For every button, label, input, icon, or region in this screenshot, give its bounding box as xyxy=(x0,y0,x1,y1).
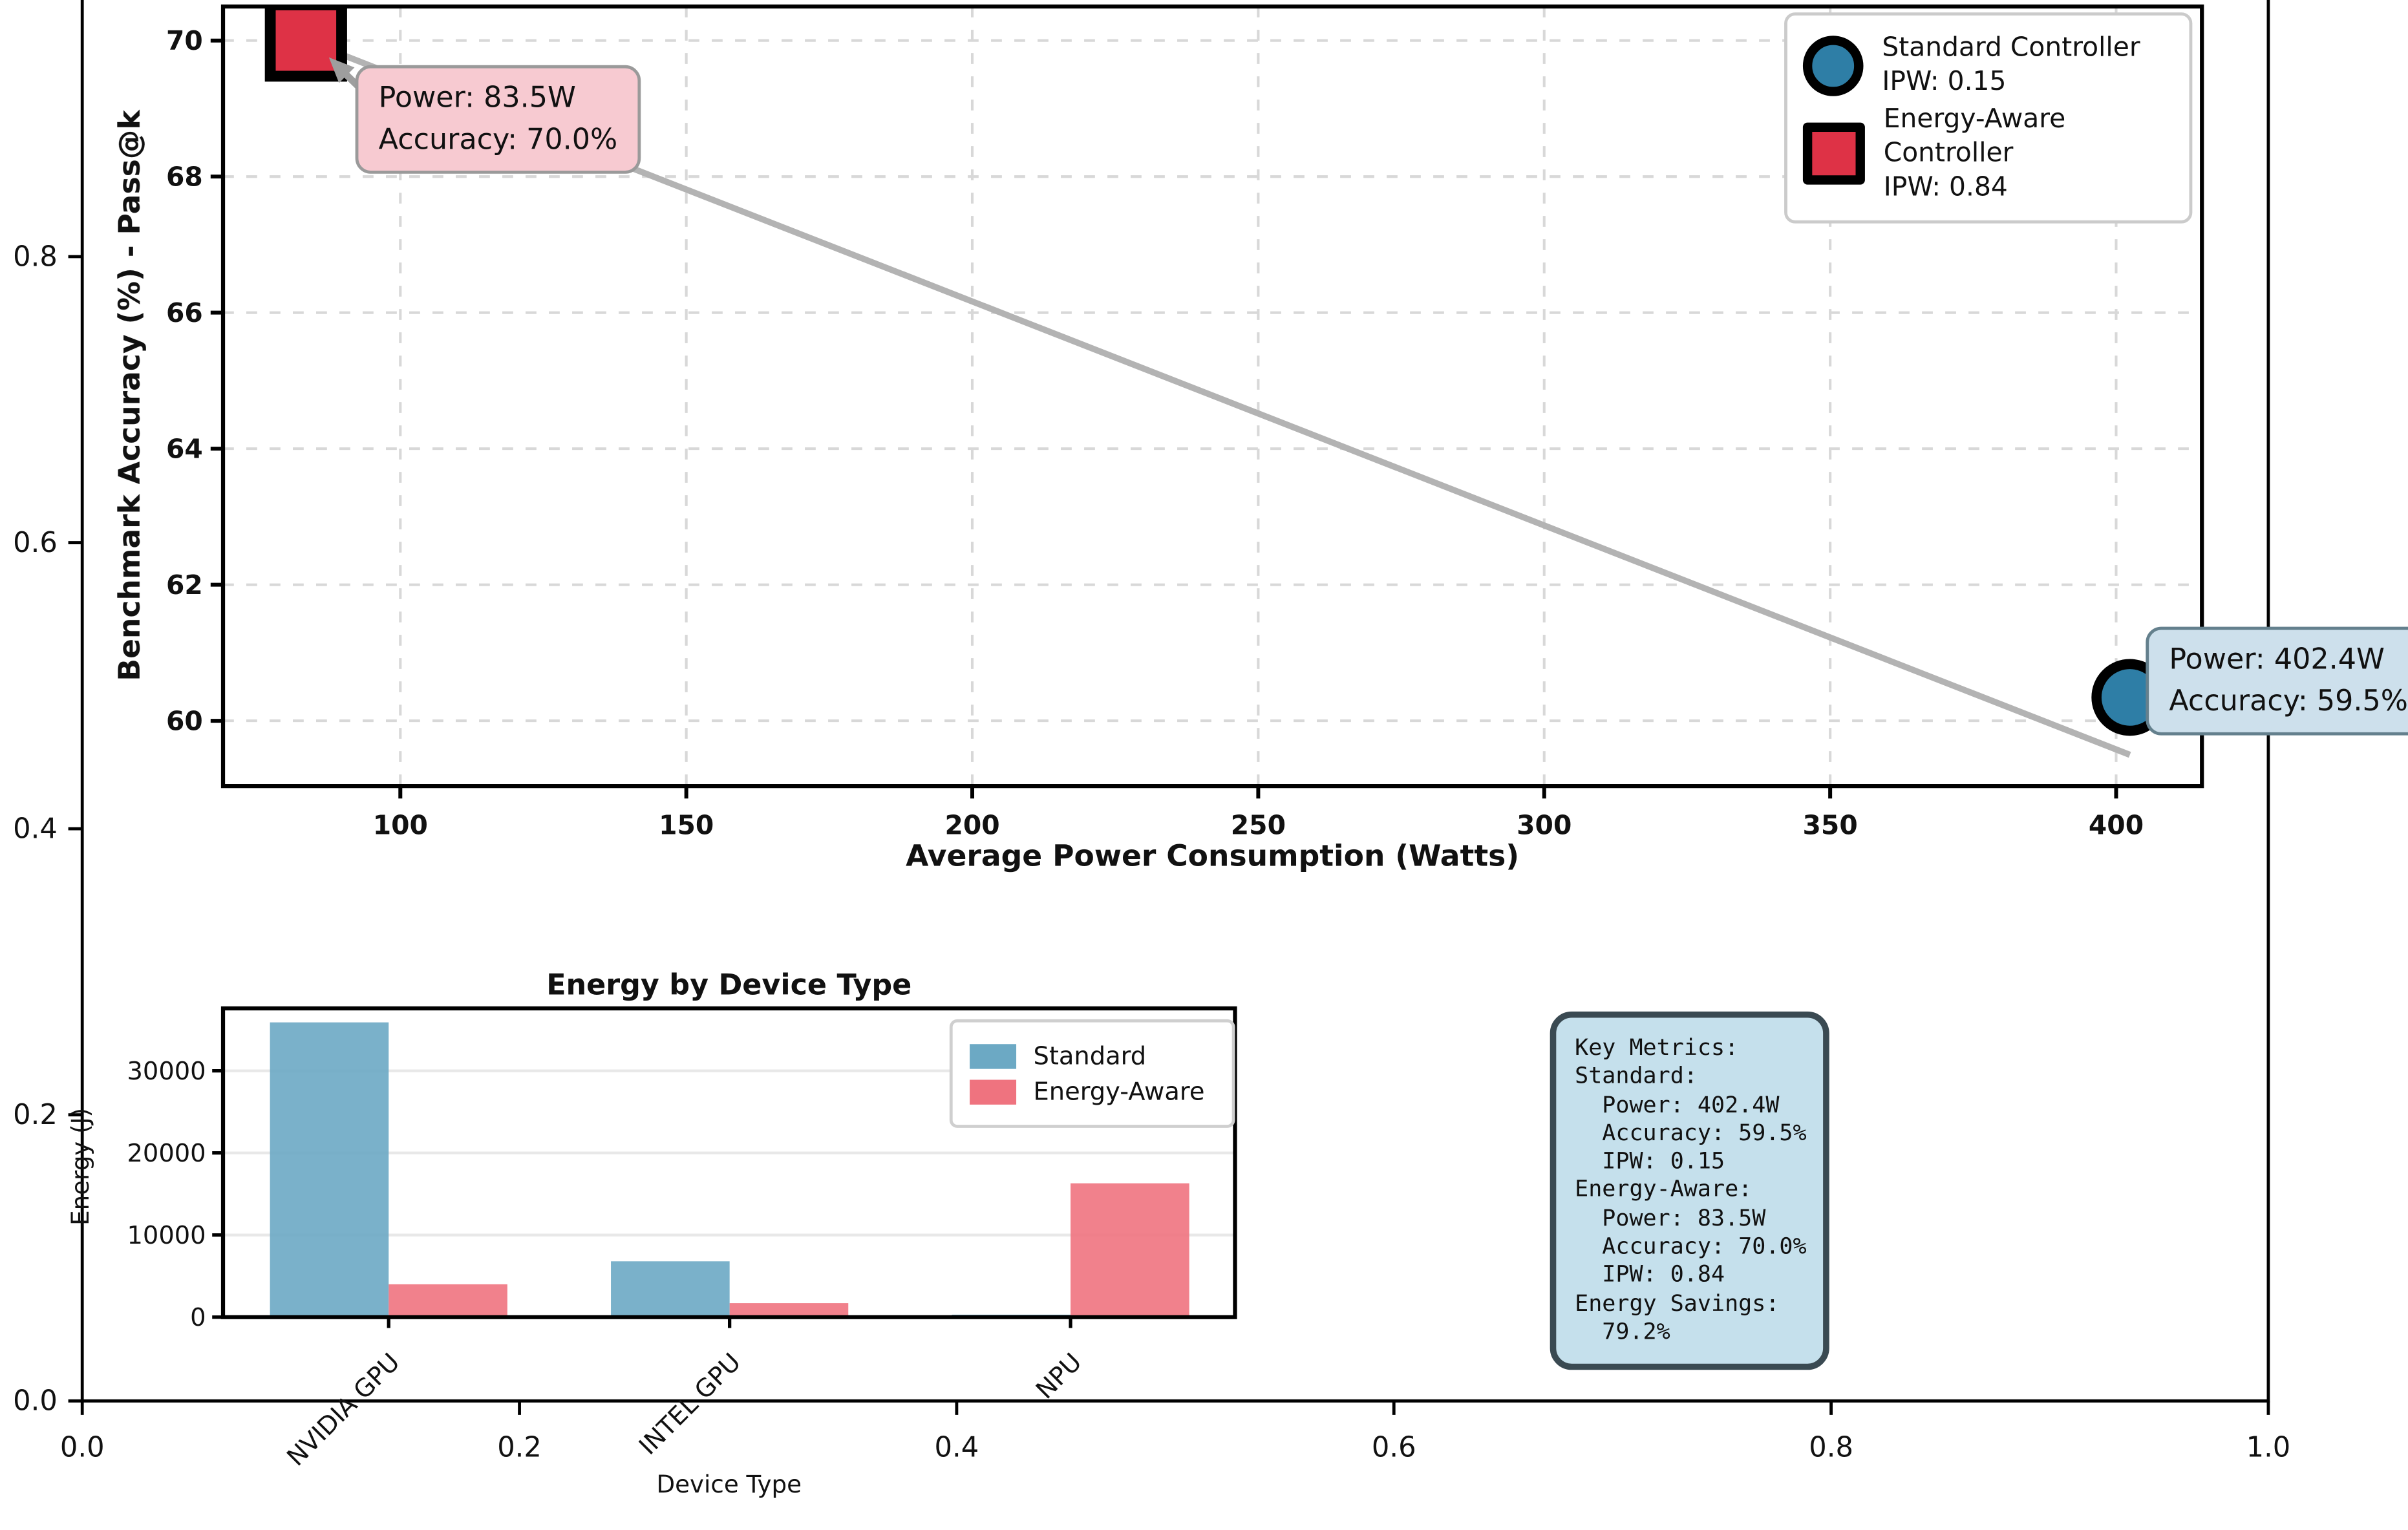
outer-x-tick-label: 0.0 xyxy=(60,1432,105,1464)
scatter-x-tick-label: 400 xyxy=(2089,810,2144,841)
scatter-y-tick-label: 64 xyxy=(166,434,203,465)
energy-aware-swatch-icon xyxy=(970,1079,1017,1104)
bar-energy-aware-2 xyxy=(1071,1183,1189,1317)
bar-standard-1 xyxy=(611,1261,730,1317)
bar-title: Energy by Device Type xyxy=(546,968,911,1001)
scatter-x-tick-label: 300 xyxy=(1517,810,1572,841)
scatter-x-tick-label: 250 xyxy=(1231,810,1286,841)
annotation-accuracy-line: Accuracy: 70.0% xyxy=(378,124,618,157)
bar-ylabel: Energy (J) xyxy=(66,1108,94,1226)
standard-swatch-icon xyxy=(970,1043,1017,1068)
legend-entry-label: Standard Controller IPW: 0.15 xyxy=(1882,31,2140,100)
metrics-line: Accuracy: 70.0% xyxy=(1575,1233,1807,1260)
bar-x-tick-label: NPU xyxy=(1030,1348,1087,1405)
legend-entry-energy-aware: Energy-Aware Controller IPW: 0.84 xyxy=(1802,102,2174,204)
key-metrics-box: Key Metrics: Standard: Power: 402.4W Acc… xyxy=(1550,1011,1829,1370)
legend-label: Standard Controller xyxy=(1882,32,2140,64)
annotation-power-line: Power: 83.5W xyxy=(378,82,576,115)
energy-aware-annotation: Power: 83.5W Accuracy: 70.0% xyxy=(355,65,641,174)
bar-legend: Standard Energy-Aware xyxy=(949,1019,1235,1128)
bar-energy-aware-0 xyxy=(389,1284,507,1317)
scatter-spines xyxy=(220,4,2204,789)
energy-aware-square-marker-icon xyxy=(1802,122,1865,185)
outer-y-tick-label: 0.0 xyxy=(13,1385,58,1418)
scatter-x-tick-label: 200 xyxy=(944,810,999,841)
bar-y-tick-label: 30000 xyxy=(127,1057,206,1086)
outer-y-tick-label: 0.2 xyxy=(13,1099,58,1131)
outer-x-tick-label: 0.6 xyxy=(1372,1432,1416,1464)
metrics-line: Energy Savings: xyxy=(1575,1290,1780,1317)
scatter-x-tick-label: 100 xyxy=(373,810,428,841)
scatter-ticks: 100 150 200 250 300 350 400 60 62 64 66 68 70 xyxy=(166,25,2144,840)
bar-xlabel: Device Type xyxy=(657,1470,802,1498)
outer-x-tick-label: 1.0 xyxy=(2246,1432,2291,1464)
scatter-legend: Standard Controller IPW: 0.15 Energy-Awa… xyxy=(1784,12,2193,224)
metrics-line: IPW: 0.15 xyxy=(1575,1148,1725,1175)
energy-aware-point xyxy=(264,6,347,82)
metrics-line: Key Metrics: xyxy=(1575,1034,1739,1061)
legend-entry-label: Energy-Aware Controller IPW: 0.84 xyxy=(1884,102,2174,204)
bar-legend-entry-standard: Standard xyxy=(970,1041,1215,1070)
outer-x-tick-label: 0.2 xyxy=(497,1432,542,1464)
scatter-y-tick-label: 66 xyxy=(166,297,203,328)
annotation-accuracy-line: Accuracy: 59.5% xyxy=(2169,685,2408,719)
bar-y-tick-label: 20000 xyxy=(127,1139,206,1168)
standard-circle-marker-icon xyxy=(1802,35,1864,96)
metrics-line: Standard: xyxy=(1575,1063,1698,1090)
scatter-y-tick-label: 60 xyxy=(166,706,203,737)
scatter-x-tick-label: 350 xyxy=(1803,810,1858,841)
annotation-power-line: Power: 402.4W xyxy=(2169,644,2385,677)
metrics-line: IPW: 0.84 xyxy=(1575,1262,1725,1288)
metrics-line: Power: 402.4W xyxy=(1575,1091,1780,1118)
metrics-line: Energy-Aware: xyxy=(1575,1176,1753,1204)
legend-label: Energy-Aware Controller xyxy=(1883,103,2066,169)
scatter-xlabel: Average Power Consumption (Watts) xyxy=(906,838,1519,873)
legend-ipw: IPW: 0.15 xyxy=(1882,67,2007,98)
bar-y-tick-label: 0 xyxy=(190,1303,206,1332)
metrics-line: Accuracy: 59.5% xyxy=(1575,1120,1807,1147)
scatter-y-tick-label: 70 xyxy=(166,25,203,56)
outer-x-tick-label: 0.4 xyxy=(935,1432,979,1464)
legend-ipw: IPW: 0.84 xyxy=(1883,172,2008,204)
bar-legend-label: Energy-Aware xyxy=(1033,1076,1205,1107)
legend-entry-standard: Standard Controller IPW: 0.15 xyxy=(1802,31,2174,100)
scatter-ylabel: Benchmark Accuracy (%) - Pass@k xyxy=(112,109,147,681)
bar-x-tick-label: NVIDIA GPU xyxy=(281,1348,405,1472)
bar-x-tick-label: INTEL GPU xyxy=(634,1348,747,1461)
standard-annotation: Power: 402.4W Accuracy: 59.5% xyxy=(2146,626,2408,736)
bar-energy-aware-1 xyxy=(729,1303,849,1317)
outer-y-tick-label: 0.4 xyxy=(13,813,58,845)
bar-legend-label: Standard xyxy=(1033,1041,1147,1071)
bar-y-tick-label: 10000 xyxy=(127,1221,206,1250)
bar-legend-entry-energy-aware: Energy-Aware xyxy=(970,1076,1215,1107)
metrics-line: Power: 83.5W xyxy=(1575,1205,1766,1232)
scatter-y-tick-label: 62 xyxy=(166,569,203,600)
outer-y-tick-label: 0.6 xyxy=(13,527,58,559)
outer-x-tick-label: 0.8 xyxy=(1809,1432,1853,1464)
scatter-x-tick-label: 150 xyxy=(659,810,714,841)
bar-standard-0 xyxy=(270,1022,389,1317)
metrics-line: 79.2% xyxy=(1575,1319,1670,1345)
bars xyxy=(270,1022,1189,1317)
scatter-y-tick-label: 68 xyxy=(166,162,203,193)
outer-y-tick-label: 0.8 xyxy=(13,240,58,273)
